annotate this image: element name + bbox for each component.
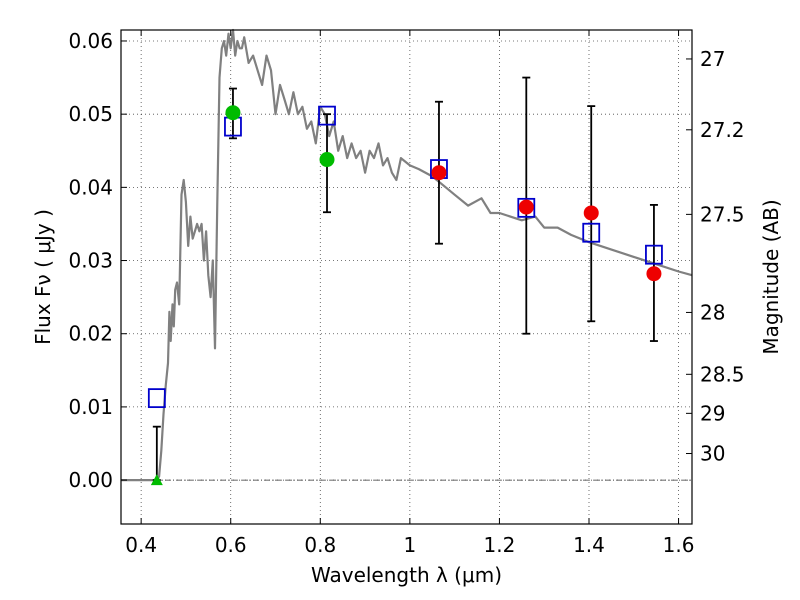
observed-flux-point: [319, 152, 335, 168]
tick-layer: 0.4 0.6 0.8 1 1.2 1.4 1.6 0.00 0.01 0.02 0.03 0.04 0…: [68, 29, 744, 557]
observed-flux-point: [431, 165, 447, 181]
y-right-tick-label: 28.5: [700, 362, 745, 386]
marker-layer: [147, 105, 663, 486]
x-tick-label: 1.4: [573, 533, 605, 557]
observed-flux-point: [646, 266, 662, 282]
model-photometry-square: [645, 244, 663, 265]
model-spectrum-line: [121, 28, 693, 482]
y-right-tick-label: 30: [700, 442, 725, 466]
y-axis-right-label: Magnitude (AB): [759, 199, 783, 354]
model-photometry-square: [318, 105, 336, 126]
y-tick-label: 0.00: [68, 468, 113, 492]
y-right-tick-label: 27: [700, 47, 725, 71]
y-right-tick-label: 27.5: [700, 202, 745, 226]
grid-layer: [121, 30, 692, 524]
model-spectrum-layer: [121, 28, 693, 482]
upper-limit-triangle: [150, 474, 163, 486]
y-tick-label: 0.03: [68, 249, 113, 273]
observed-flux-point: [583, 205, 599, 221]
y-right-tick-label: 27.2: [700, 118, 745, 142]
x-tick-label: 1: [403, 533, 416, 557]
y-axis-label: Flux Fν ( μJy ): [31, 209, 55, 345]
y-tick-label: 0.05: [68, 102, 113, 126]
plot-frame: [120, 29, 693, 525]
observed-flux-point: [518, 199, 534, 215]
model-photometry-square: [582, 222, 601, 243]
x-tick-label: 0.4: [125, 533, 157, 557]
y-tick-label: 0.04: [68, 175, 113, 199]
x-tick-label: 1.6: [663, 533, 695, 557]
error-bar-layer: [152, 76, 658, 481]
x-axis-label: Wavelength λ (μm): [311, 563, 502, 587]
y-tick-label: 0.06: [68, 29, 113, 53]
observed-flux-point: [225, 105, 241, 121]
x-tick-label: 0.8: [304, 533, 336, 557]
y-right-tick-label: 29: [700, 401, 725, 425]
y-tick-label: 0.02: [68, 322, 113, 346]
x-tick-label: 1.2: [484, 533, 516, 557]
x-tick-label: 0.6: [215, 533, 247, 557]
y-tick-label: 0.01: [68, 395, 113, 419]
y-right-tick-label: 28: [700, 300, 725, 324]
model-photometry-square: [147, 388, 166, 409]
model-photometry-square: [517, 197, 536, 218]
